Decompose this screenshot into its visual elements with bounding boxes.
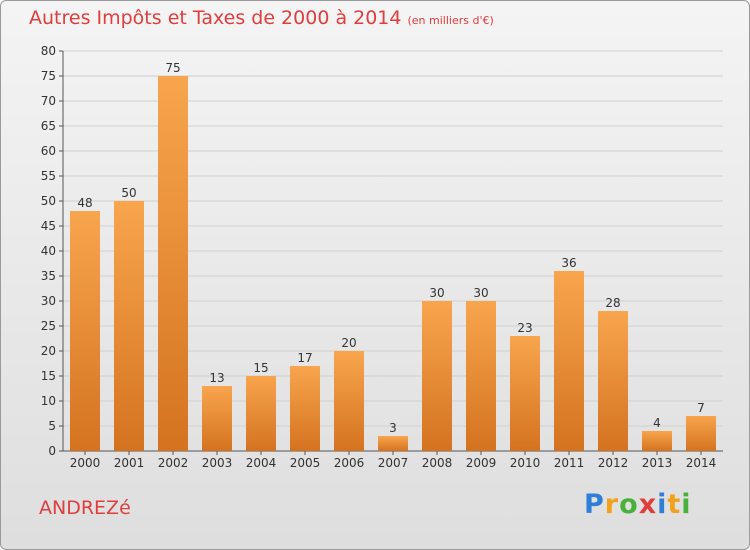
logo-letter: r <box>604 489 620 520</box>
bar-2009 <box>466 301 496 451</box>
x-tick-label: 2004 <box>246 456 277 470</box>
logo-letter: o <box>619 489 639 520</box>
bar-2004 <box>246 376 276 451</box>
bar-value-label: 15 <box>253 361 268 375</box>
y-tick-label: 45 <box>41 219 56 233</box>
bar-value-label: 7 <box>697 401 705 415</box>
y-tick-label: 40 <box>41 244 56 258</box>
x-tick-label: 2009 <box>466 456 497 470</box>
chart-title-block: Autres Impôts et Taxes de 2000 à 2014 (en… <box>29 7 494 29</box>
bar-2003 <box>202 386 232 451</box>
logo-letter: x <box>638 489 658 520</box>
bar-2000 <box>70 211 100 451</box>
y-tick-label: 65 <box>41 119 56 133</box>
chart-title: Autres Impôts et Taxes de 2000 à 2014 <box>29 7 402 29</box>
y-tick-label: 55 <box>41 169 56 183</box>
bar-2011 <box>554 271 584 451</box>
bar-value-label: 28 <box>605 296 620 310</box>
x-tick-label: 2006 <box>334 456 365 470</box>
x-tick-label: 2001 <box>114 456 145 470</box>
x-tick-label: 2002 <box>158 456 189 470</box>
bar-2007 <box>378 436 408 451</box>
bar-value-label: 4 <box>653 416 661 430</box>
x-tick-label: 2008 <box>422 456 453 470</box>
bar-2006 <box>334 351 364 451</box>
x-tick-label: 2005 <box>290 456 321 470</box>
bar-value-label: 50 <box>121 186 136 200</box>
y-tick-label: 35 <box>41 269 56 283</box>
y-tick-label: 70 <box>41 94 56 108</box>
x-tick-label: 2014 <box>686 456 717 470</box>
x-tick-label: 2010 <box>510 456 541 470</box>
logo-letter: t <box>667 489 682 520</box>
y-tick-label: 20 <box>41 344 56 358</box>
bar-value-label: 30 <box>473 286 488 300</box>
bar-2002 <box>158 76 188 451</box>
x-tick-label: 2013 <box>642 456 673 470</box>
x-tick-label: 2003 <box>202 456 233 470</box>
bar-2012 <box>598 311 628 451</box>
x-tick-label: 2007 <box>378 456 409 470</box>
bar-2008 <box>422 301 452 451</box>
bar-2014 <box>686 416 716 451</box>
logo-letter: i <box>657 489 668 520</box>
bar-value-label: 23 <box>517 321 532 335</box>
bar-2010 <box>510 336 540 451</box>
x-tick-label: 2011 <box>554 456 585 470</box>
y-tick-label: 10 <box>41 394 56 408</box>
bar-value-label: 36 <box>561 256 576 270</box>
proxiti-logo: Proxiti <box>584 489 692 520</box>
logo-letter: P <box>584 489 605 520</box>
bar-value-label: 17 <box>297 351 312 365</box>
bar-value-label: 48 <box>77 196 92 210</box>
bar-2013 <box>642 431 672 451</box>
y-tick-label: 50 <box>41 194 56 208</box>
y-tick-label: 75 <box>41 69 56 83</box>
bar-2005 <box>290 366 320 451</box>
bar-value-label: 13 <box>209 371 224 385</box>
bar-value-label: 75 <box>165 61 180 75</box>
y-tick-label: 15 <box>41 369 56 383</box>
bar-value-label: 3 <box>389 421 397 435</box>
y-tick-label: 0 <box>48 444 56 458</box>
logo-letter: i <box>681 489 692 520</box>
bar-2001 <box>114 201 144 451</box>
bar-value-label: 20 <box>341 336 356 350</box>
y-tick-label: 30 <box>41 294 56 308</box>
bar-value-label: 30 <box>429 286 444 300</box>
x-tick-label: 2012 <box>598 456 629 470</box>
y-tick-label: 25 <box>41 319 56 333</box>
y-tick-label: 80 <box>41 44 56 58</box>
x-tick-label: 2000 <box>70 456 101 470</box>
y-tick-label: 60 <box>41 144 56 158</box>
y-tick-label: 5 <box>48 419 56 433</box>
commune-name: ANDREZé <box>39 497 131 519</box>
chart-unit: (en milliers d'€) <box>407 14 494 27</box>
